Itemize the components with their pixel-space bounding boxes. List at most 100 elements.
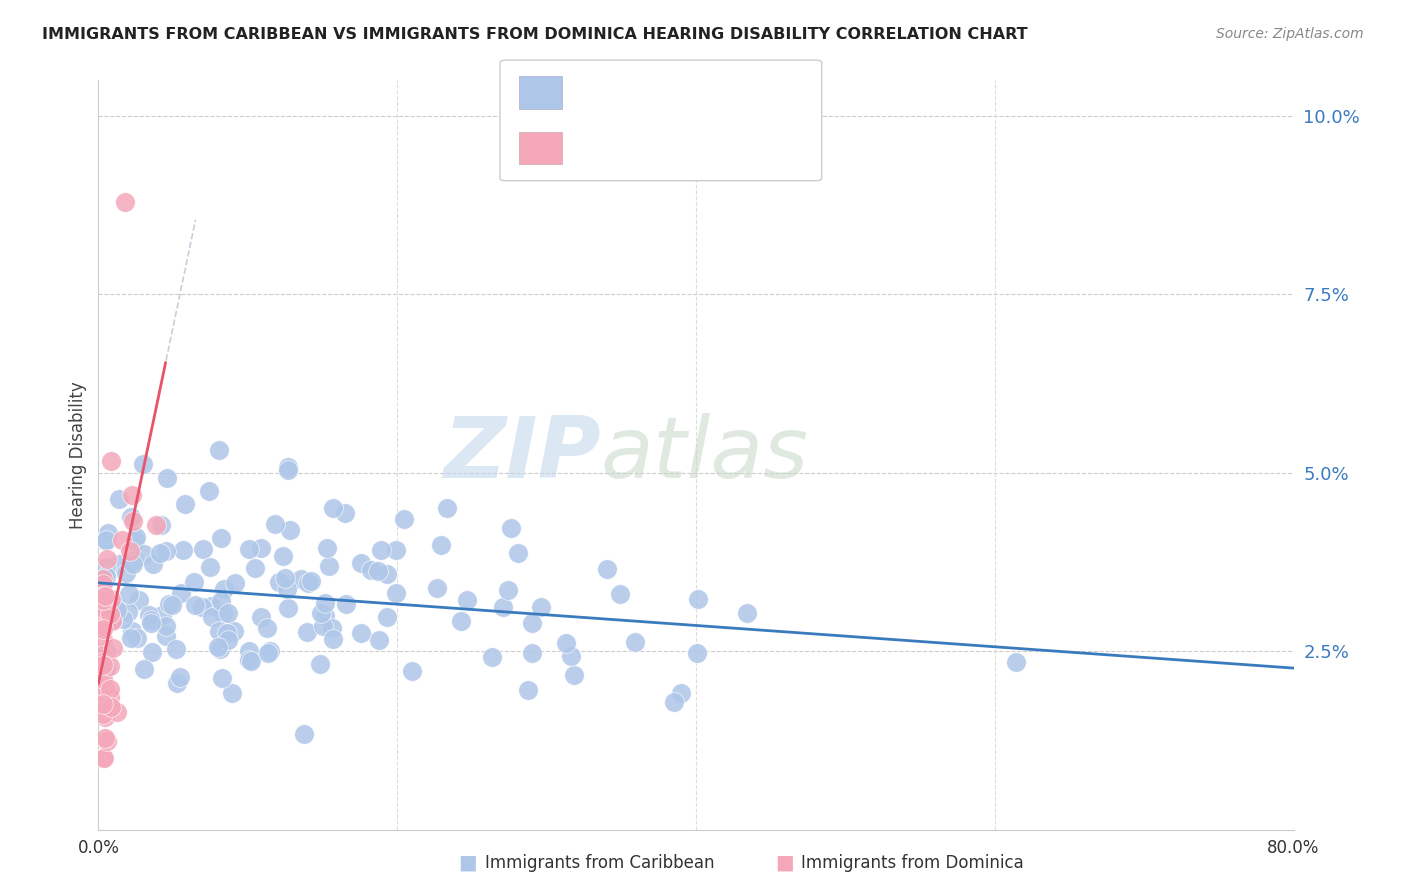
Point — [456, 593, 478, 607]
Point — [375, 566, 398, 581]
Point — [271, 549, 294, 563]
Point — [278, 523, 301, 537]
Point — [134, 547, 156, 561]
Point — [295, 624, 318, 639]
Point — [297, 575, 319, 590]
Point — [100, 454, 122, 468]
Point — [686, 646, 709, 660]
Point — [555, 636, 578, 650]
Point — [94, 533, 117, 548]
Point — [200, 559, 222, 574]
Point — [256, 646, 278, 660]
Point — [149, 546, 172, 560]
Text: R =: R = — [574, 84, 613, 102]
Point — [450, 615, 472, 629]
Point — [160, 598, 183, 612]
Text: 0.514: 0.514 — [636, 139, 693, 157]
Point — [277, 600, 299, 615]
Point — [107, 558, 129, 572]
Point — [211, 672, 233, 686]
Point — [318, 558, 340, 573]
Point — [91, 751, 114, 765]
Point — [200, 610, 222, 624]
Point — [217, 607, 239, 621]
Point — [117, 605, 139, 619]
Point — [292, 727, 315, 741]
Point — [209, 531, 232, 545]
Point — [217, 626, 239, 640]
Point — [128, 593, 150, 607]
Point — [101, 613, 124, 627]
Point — [91, 658, 114, 673]
Point — [183, 599, 205, 613]
Point — [238, 541, 260, 556]
Point — [91, 572, 114, 586]
Point — [529, 600, 551, 615]
Point — [264, 517, 287, 532]
Point — [309, 657, 332, 671]
Point — [124, 534, 146, 549]
Point — [217, 632, 239, 647]
Point — [277, 460, 299, 475]
Point — [91, 692, 114, 706]
Point — [385, 543, 408, 558]
Point — [250, 610, 273, 624]
Point — [91, 601, 114, 615]
Point — [145, 518, 167, 533]
Point — [155, 471, 177, 485]
Text: ▪: ▪ — [457, 849, 478, 878]
Point — [134, 662, 156, 676]
Point — [200, 599, 222, 613]
Point — [115, 566, 138, 581]
Point — [155, 544, 177, 558]
Point — [520, 616, 543, 631]
Point — [122, 514, 145, 528]
Point — [662, 695, 685, 709]
Point — [105, 600, 128, 615]
Point — [132, 457, 155, 471]
Point — [91, 655, 114, 669]
Point — [111, 612, 134, 626]
Point — [94, 569, 117, 583]
Bar — [519, 132, 562, 164]
Point — [121, 624, 143, 639]
Point — [114, 194, 136, 209]
Y-axis label: Hearing Disability: Hearing Disability — [69, 381, 87, 529]
Point — [309, 607, 332, 621]
Text: 44: 44 — [769, 139, 794, 157]
Point — [277, 463, 299, 477]
Point — [221, 686, 243, 700]
Point — [94, 644, 117, 658]
Point — [501, 521, 523, 535]
Point — [197, 483, 219, 498]
Point — [312, 619, 335, 633]
Point — [321, 621, 343, 635]
Point — [157, 597, 180, 611]
Point — [609, 587, 631, 601]
Point — [120, 510, 142, 524]
Text: IMMIGRANTS FROM CARIBBEAN VS IMMIGRANTS FROM DOMINICA HEARING DISABILITY CORRELA: IMMIGRANTS FROM CARIBBEAN VS IMMIGRANTS … — [42, 27, 1028, 42]
Point — [737, 606, 759, 620]
Point — [314, 596, 336, 610]
Point — [671, 686, 693, 700]
Point — [212, 582, 235, 596]
Point — [111, 533, 134, 547]
Point — [91, 648, 114, 663]
Point — [335, 506, 357, 520]
Point — [149, 517, 172, 532]
Point — [96, 615, 118, 630]
Point — [367, 565, 389, 579]
Text: Source: ZipAtlas.com: Source: ZipAtlas.com — [1216, 27, 1364, 41]
Point — [166, 676, 188, 690]
Point — [238, 652, 260, 666]
Point — [314, 608, 336, 623]
Text: N =: N = — [717, 84, 756, 102]
Point — [107, 492, 129, 507]
Point — [392, 511, 415, 525]
Point — [91, 619, 114, 633]
Point — [426, 581, 449, 595]
Point — [91, 685, 114, 699]
Point — [142, 557, 165, 571]
Point — [96, 552, 118, 566]
Point — [686, 591, 709, 606]
